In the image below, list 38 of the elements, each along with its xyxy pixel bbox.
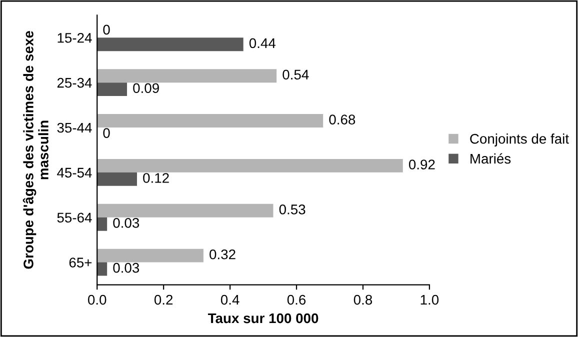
data-label: 0.92 (408, 160, 435, 170)
data-label: 0.12 (143, 173, 169, 183)
x-tick-label: 1.0 (420, 294, 439, 305)
bar (97, 217, 108, 231)
x-tick-label: 0.0 (88, 294, 106, 305)
y-tick-label: 15-24 (58, 32, 92, 43)
bar (97, 262, 108, 276)
y-tick-label: 25-34 (57, 78, 92, 88)
data-label: 0.03 (113, 218, 140, 228)
bar (97, 248, 204, 262)
legend-label: Mariés (470, 153, 511, 164)
x-tick-label: 0.8 (354, 294, 372, 305)
bar (97, 172, 137, 186)
x-tick-label: 0.2 (154, 294, 173, 305)
bar (97, 38, 244, 52)
bar (97, 69, 277, 83)
data-label: 0.54 (282, 70, 309, 80)
bar (97, 204, 274, 218)
y-tick-label: 55-64 (57, 212, 92, 223)
y-axis-title: Groupe d'âges des victimes de sexe masculin (22, 31, 48, 269)
data-label: 0 (103, 24, 110, 35)
data-label: 0.44 (249, 38, 276, 48)
x-axis-title: Taux sur 100 000 (208, 313, 318, 324)
bar (97, 158, 403, 172)
y-tick-label: 45-54 (57, 168, 92, 178)
data-label: 0.68 (329, 114, 356, 124)
data-label: 0.53 (279, 204, 306, 214)
y-tick-label: 65+ (69, 258, 92, 268)
y-tick-label: 35-44 (57, 122, 92, 133)
x-tick-label: 0.4 (220, 294, 240, 305)
bar (97, 114, 324, 128)
data-label: 0 (103, 128, 110, 138)
bar (97, 82, 128, 96)
legend-label: Conjoints de fait (470, 134, 569, 146)
data-label: 0.09 (133, 83, 159, 94)
data-label: 0.03 (113, 262, 140, 273)
x-tick-label: 0.6 (287, 294, 306, 305)
data-label: 0.32 (210, 249, 236, 260)
